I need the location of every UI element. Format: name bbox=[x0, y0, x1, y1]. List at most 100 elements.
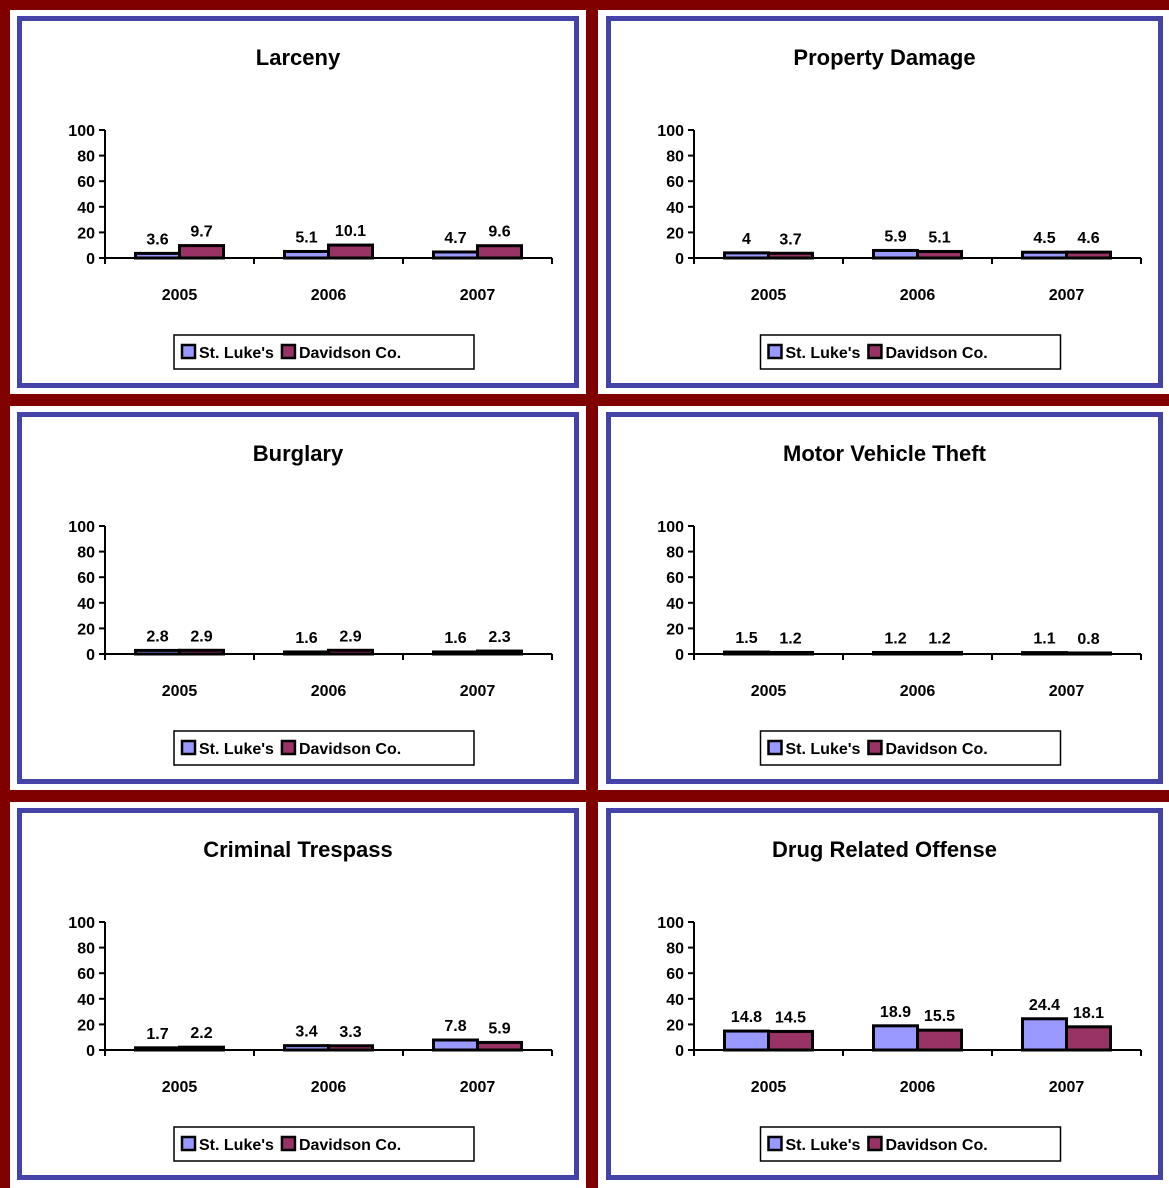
data-label: 4 bbox=[742, 231, 751, 248]
data-label: 18.1 bbox=[1073, 1005, 1104, 1022]
y-tick-label: 60 bbox=[666, 570, 684, 587]
chart-title: Drug Related Offense bbox=[772, 837, 997, 862]
chart-title: Burglary bbox=[253, 441, 344, 466]
x-tick-label: 2006 bbox=[900, 1079, 936, 1096]
legend-box bbox=[759, 1126, 1062, 1162]
data-label: 3.3 bbox=[339, 1024, 361, 1041]
legend-label: St. Luke's bbox=[199, 741, 274, 758]
bar-st-lukes bbox=[1021, 651, 1068, 656]
bar-st-lukes bbox=[723, 650, 770, 656]
y-tick-label: 20 bbox=[666, 225, 684, 242]
legend-box bbox=[759, 730, 1062, 766]
frame-bar bbox=[0, 394, 1169, 406]
y-tick-label: 60 bbox=[666, 174, 684, 191]
x-tick-label: 2005 bbox=[162, 1079, 198, 1096]
data-label: 3.7 bbox=[779, 231, 801, 248]
y-tick-label: 80 bbox=[77, 149, 95, 166]
legend-label: St. Luke's bbox=[199, 1137, 274, 1154]
bar-davidson bbox=[1065, 651, 1112, 656]
x-tick-label: 2007 bbox=[1049, 683, 1085, 700]
frame-bar bbox=[0, 0, 1169, 10]
legend-label: St. Luke's bbox=[786, 345, 861, 362]
legend-swatch-davidson bbox=[280, 1135, 297, 1152]
x-tick-label: 2007 bbox=[1049, 287, 1085, 304]
y-tick-label: 40 bbox=[77, 596, 95, 613]
y-tick-label: 0 bbox=[86, 647, 95, 664]
bar-st-lukes bbox=[432, 250, 479, 260]
data-label: 3.4 bbox=[295, 1024, 317, 1041]
data-label: 1.6 bbox=[444, 630, 466, 647]
y-tick-label: 20 bbox=[666, 621, 684, 638]
y-tick-label: 100 bbox=[657, 123, 684, 140]
chart-panel-larceny: Larceny 0 20 40 60 80 100 2005 3.6 9.7 2006 5.1 10.1… bbox=[17, 16, 579, 388]
bar-davidson bbox=[767, 251, 814, 260]
y-tick-label: 80 bbox=[666, 545, 684, 562]
data-label: 7.8 bbox=[444, 1018, 466, 1035]
legend-swatch-davidson bbox=[280, 739, 297, 756]
data-label: 2.9 bbox=[190, 628, 212, 645]
bar-davidson bbox=[327, 1044, 374, 1052]
legend-swatch-st-lukes bbox=[767, 1135, 783, 1152]
y-tick-label: 60 bbox=[77, 174, 95, 191]
bar-davidson bbox=[476, 244, 523, 260]
legend-box bbox=[173, 334, 475, 370]
legend-swatch-davidson bbox=[280, 343, 297, 360]
bar-st-lukes bbox=[723, 251, 770, 260]
y-tick-label: 60 bbox=[666, 966, 684, 983]
chart-panel-drug-related-offense: Drug Related Offense 0 20 40 60 80 100 2005 14.8… bbox=[606, 808, 1163, 1180]
bar-st-lukes bbox=[134, 648, 181, 656]
data-label: 5.9 bbox=[488, 1020, 510, 1037]
data-label: 1.2 bbox=[884, 630, 906, 647]
data-label: 4.6 bbox=[1077, 230, 1099, 247]
x-tick-label: 2005 bbox=[162, 287, 198, 304]
data-label: 14.5 bbox=[775, 1009, 806, 1026]
chart-title: Motor Vehicle Theft bbox=[783, 441, 987, 466]
legend-label: Davidson Co. bbox=[299, 1137, 401, 1154]
y-tick-label: 60 bbox=[77, 570, 95, 587]
y-tick-label: 100 bbox=[657, 915, 684, 932]
chart-svg: Motor Vehicle Theft 0 20 40 60 80 100 2005 1.5 1.… bbox=[657, 441, 1142, 766]
y-tick-label: 0 bbox=[675, 647, 684, 664]
data-label: 2.3 bbox=[488, 629, 510, 646]
x-tick-label: 2006 bbox=[311, 1079, 347, 1096]
bar-st-lukes bbox=[872, 650, 919, 656]
data-label: 0.8 bbox=[1077, 631, 1099, 648]
y-tick-label: 20 bbox=[77, 225, 95, 242]
data-label: 18.9 bbox=[880, 1004, 911, 1021]
chart-svg: Property Damage 0 20 40 60 80 100 2005 4 3.7 2006 5… bbox=[657, 45, 1142, 370]
y-tick-label: 80 bbox=[666, 941, 684, 958]
chart-title: Larceny bbox=[256, 45, 341, 70]
y-tick-label: 0 bbox=[86, 1043, 95, 1060]
y-tick-label: 40 bbox=[77, 992, 95, 1009]
data-label: 4.7 bbox=[444, 230, 466, 247]
y-tick-label: 20 bbox=[77, 621, 95, 638]
bar-st-lukes bbox=[432, 1038, 479, 1052]
chart-svg: Drug Related Offense 0 20 40 60 80 100 2005 14.8… bbox=[657, 837, 1142, 1162]
legend-swatch-davidson bbox=[867, 343, 883, 360]
x-tick-label: 2005 bbox=[751, 683, 787, 700]
x-tick-label: 2007 bbox=[1049, 1079, 1085, 1096]
bar-davidson bbox=[1065, 1025, 1112, 1052]
bar-davidson bbox=[327, 648, 374, 656]
x-tick-label: 2005 bbox=[751, 1079, 787, 1096]
y-tick-label: 0 bbox=[86, 251, 95, 268]
data-label: 9.7 bbox=[190, 224, 212, 241]
x-tick-label: 2007 bbox=[460, 683, 496, 700]
bar-davidson bbox=[1065, 250, 1112, 260]
data-label: 4.5 bbox=[1033, 230, 1055, 247]
y-tick-label: 80 bbox=[77, 941, 95, 958]
y-tick-label: 100 bbox=[657, 519, 684, 536]
chart-legend: St. Luke's Davidson Co. bbox=[173, 334, 475, 370]
frame-bar bbox=[586, 0, 598, 1188]
data-label: 3.6 bbox=[146, 231, 168, 248]
frame-bar bbox=[0, 0, 10, 1188]
legend-swatch-st-lukes bbox=[180, 1135, 197, 1152]
x-tick-label: 2006 bbox=[311, 683, 347, 700]
legend-box bbox=[759, 334, 1062, 370]
legend-swatch-st-lukes bbox=[767, 739, 783, 756]
bar-st-lukes bbox=[432, 650, 479, 656]
data-label: 2.8 bbox=[146, 628, 168, 645]
bar-davidson bbox=[916, 1028, 963, 1052]
data-label: 1.5 bbox=[735, 630, 757, 647]
bar-davidson bbox=[178, 648, 225, 656]
